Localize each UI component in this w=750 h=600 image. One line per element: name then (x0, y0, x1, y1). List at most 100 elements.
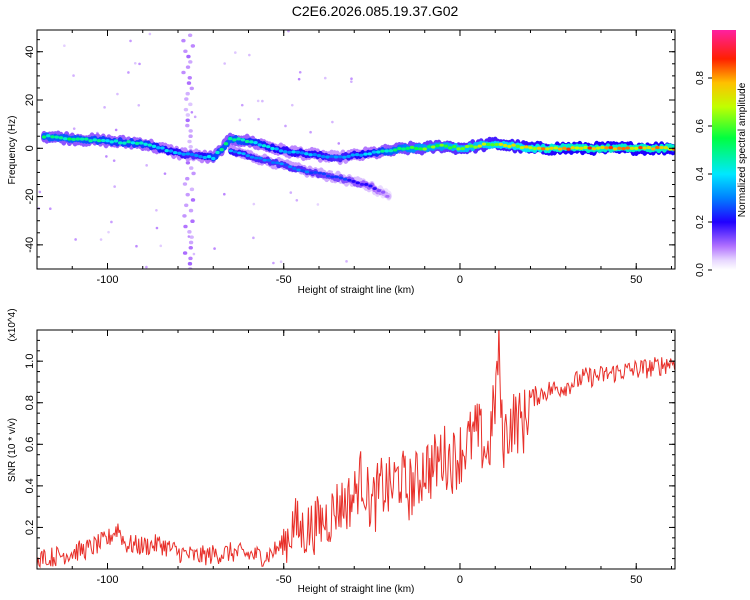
spectrogram-core (409, 145, 415, 150)
spectrogram-core (249, 155, 255, 159)
spectrogram-core (232, 150, 238, 154)
spectrogram-speckle (114, 128, 118, 132)
spectrogram-streak-blob (183, 49, 188, 54)
spectrogram-speckle (133, 61, 137, 65)
spectrogram-speckle (223, 192, 226, 196)
spectrogram-core (553, 146, 559, 150)
spectrogram-speckle (213, 247, 216, 250)
spectrogram-speckle (48, 207, 52, 211)
spectrogram-speckle (138, 62, 141, 66)
spectrogram-speckle (148, 32, 152, 36)
spectrogram-core (249, 140, 254, 144)
spectrogram-speckle (350, 77, 353, 81)
spectrogram-core (88, 139, 93, 143)
y-tick-label: -40 (24, 237, 36, 253)
spectrogram-speckle (323, 76, 327, 80)
spectrogram-core (211, 156, 216, 161)
spectrogram-core (443, 144, 449, 148)
snr-x-label: Height of straight line (km) (298, 584, 415, 595)
spectrogram-speckle (279, 260, 283, 263)
spectrogram-core (270, 161, 276, 164)
x-tick-label: 50 (630, 274, 642, 286)
spectrogram-core (579, 146, 584, 150)
spectrogram-core (347, 178, 352, 182)
spectrogram-core (355, 181, 360, 185)
spectrogram-streak-blob (188, 129, 193, 133)
spectrogram-speckle (350, 80, 353, 83)
spectrogram-speckle (163, 172, 167, 175)
spectrogram-core (524, 145, 529, 149)
spectrogram-core (663, 146, 669, 150)
spectrogram-speckle (107, 230, 110, 234)
spectrogram-core (181, 152, 186, 156)
spectrogram-speckle (289, 191, 293, 194)
spectrogram-speckle (309, 130, 312, 134)
spectrogram-speckle (38, 190, 42, 194)
spectrogram-streak-blob (189, 86, 194, 91)
spectrogram-core (384, 149, 389, 153)
spectrogram-core (363, 152, 368, 156)
spectrogram-streak-blob (189, 235, 194, 239)
spectrogram-core (84, 137, 89, 141)
spectrogram-core (291, 150, 296, 154)
spectrogram-core (325, 155, 330, 159)
spectrogram-core (321, 172, 327, 176)
colorbar-ticks: 0.0 0.2 0.4 0.6 0.8 (695, 71, 712, 277)
spectrogram-core (117, 141, 123, 145)
spectrogram-speckle (72, 74, 75, 77)
spectrogram-speckle (116, 92, 119, 96)
spectrogram-core (71, 137, 76, 141)
spectrogram-core (435, 144, 440, 148)
spectrogram-core (156, 146, 161, 150)
spectrogram-streak-blob (185, 65, 191, 69)
spectrogram-core (473, 145, 478, 149)
spectrogram-streak-blob (187, 230, 192, 234)
spectrogram-core (62, 137, 68, 141)
spectrogram-core (287, 150, 292, 154)
spectrogram-core (105, 139, 110, 143)
spectrogram-speckle (74, 238, 77, 241)
spectrogram-core (498, 142, 504, 147)
spectrogram-core (371, 150, 377, 154)
x-tick-label: -50 (276, 274, 292, 286)
spectrogram-core (228, 149, 234, 153)
spectrogram-core (262, 158, 267, 162)
spectrogram-core (629, 146, 635, 150)
colorbar: 0.0 0.2 0.4 0.6 0.8 Normalized spectral ampl… (695, 30, 748, 277)
spectrogram-streak-blob (188, 245, 193, 250)
spectrogram-core (79, 137, 85, 141)
spectrogram-streak-blob (188, 240, 194, 245)
spectrogram-streak-blob (188, 60, 193, 64)
spectrogram-core (237, 151, 242, 155)
spectrogram-core (185, 152, 191, 156)
spectrogram-core (634, 146, 639, 150)
spectrogram-streak-blob (190, 219, 195, 223)
spectrogram-core (244, 139, 250, 144)
spectrogram-core (300, 169, 305, 173)
spectrogram-streak-blob (188, 256, 193, 261)
spectrogram-speckle (159, 244, 163, 248)
spectrogram-core (308, 153, 313, 157)
snr-x-ticks: -100 -50 0 50 (36, 330, 672, 586)
spectrogram-core (329, 154, 334, 159)
spectrogram-streak-blob (191, 171, 196, 176)
snr-frame (36, 329, 676, 570)
spectrogram-core (655, 145, 660, 150)
spectrogram-core (405, 146, 411, 150)
x-tick-label: -100 (96, 274, 118, 286)
colorbar-tick-label: 0.0 (695, 263, 706, 277)
spectrogram-speckle (190, 110, 194, 114)
spectrogram-core (646, 146, 652, 150)
spectrogram-streak-blob (190, 198, 196, 202)
spectrogram-speckle (240, 103, 244, 107)
spectrogram-core (122, 141, 127, 145)
spectrogram-core (557, 147, 563, 151)
colorbar-tick-label: 0.8 (695, 71, 706, 85)
spectrogram-core (266, 158, 272, 162)
spectrogram-speckle (187, 235, 191, 238)
spectrogram-streak-blob (181, 38, 186, 43)
spectrogram-core (439, 143, 444, 147)
spectrogram-core (147, 143, 152, 147)
snr-panel: -100 -50 0 50 0.2 0.4 0.6 0.8 1.0 Height of str… (7, 308, 676, 595)
spectrogram-streak-blob (187, 139, 192, 144)
